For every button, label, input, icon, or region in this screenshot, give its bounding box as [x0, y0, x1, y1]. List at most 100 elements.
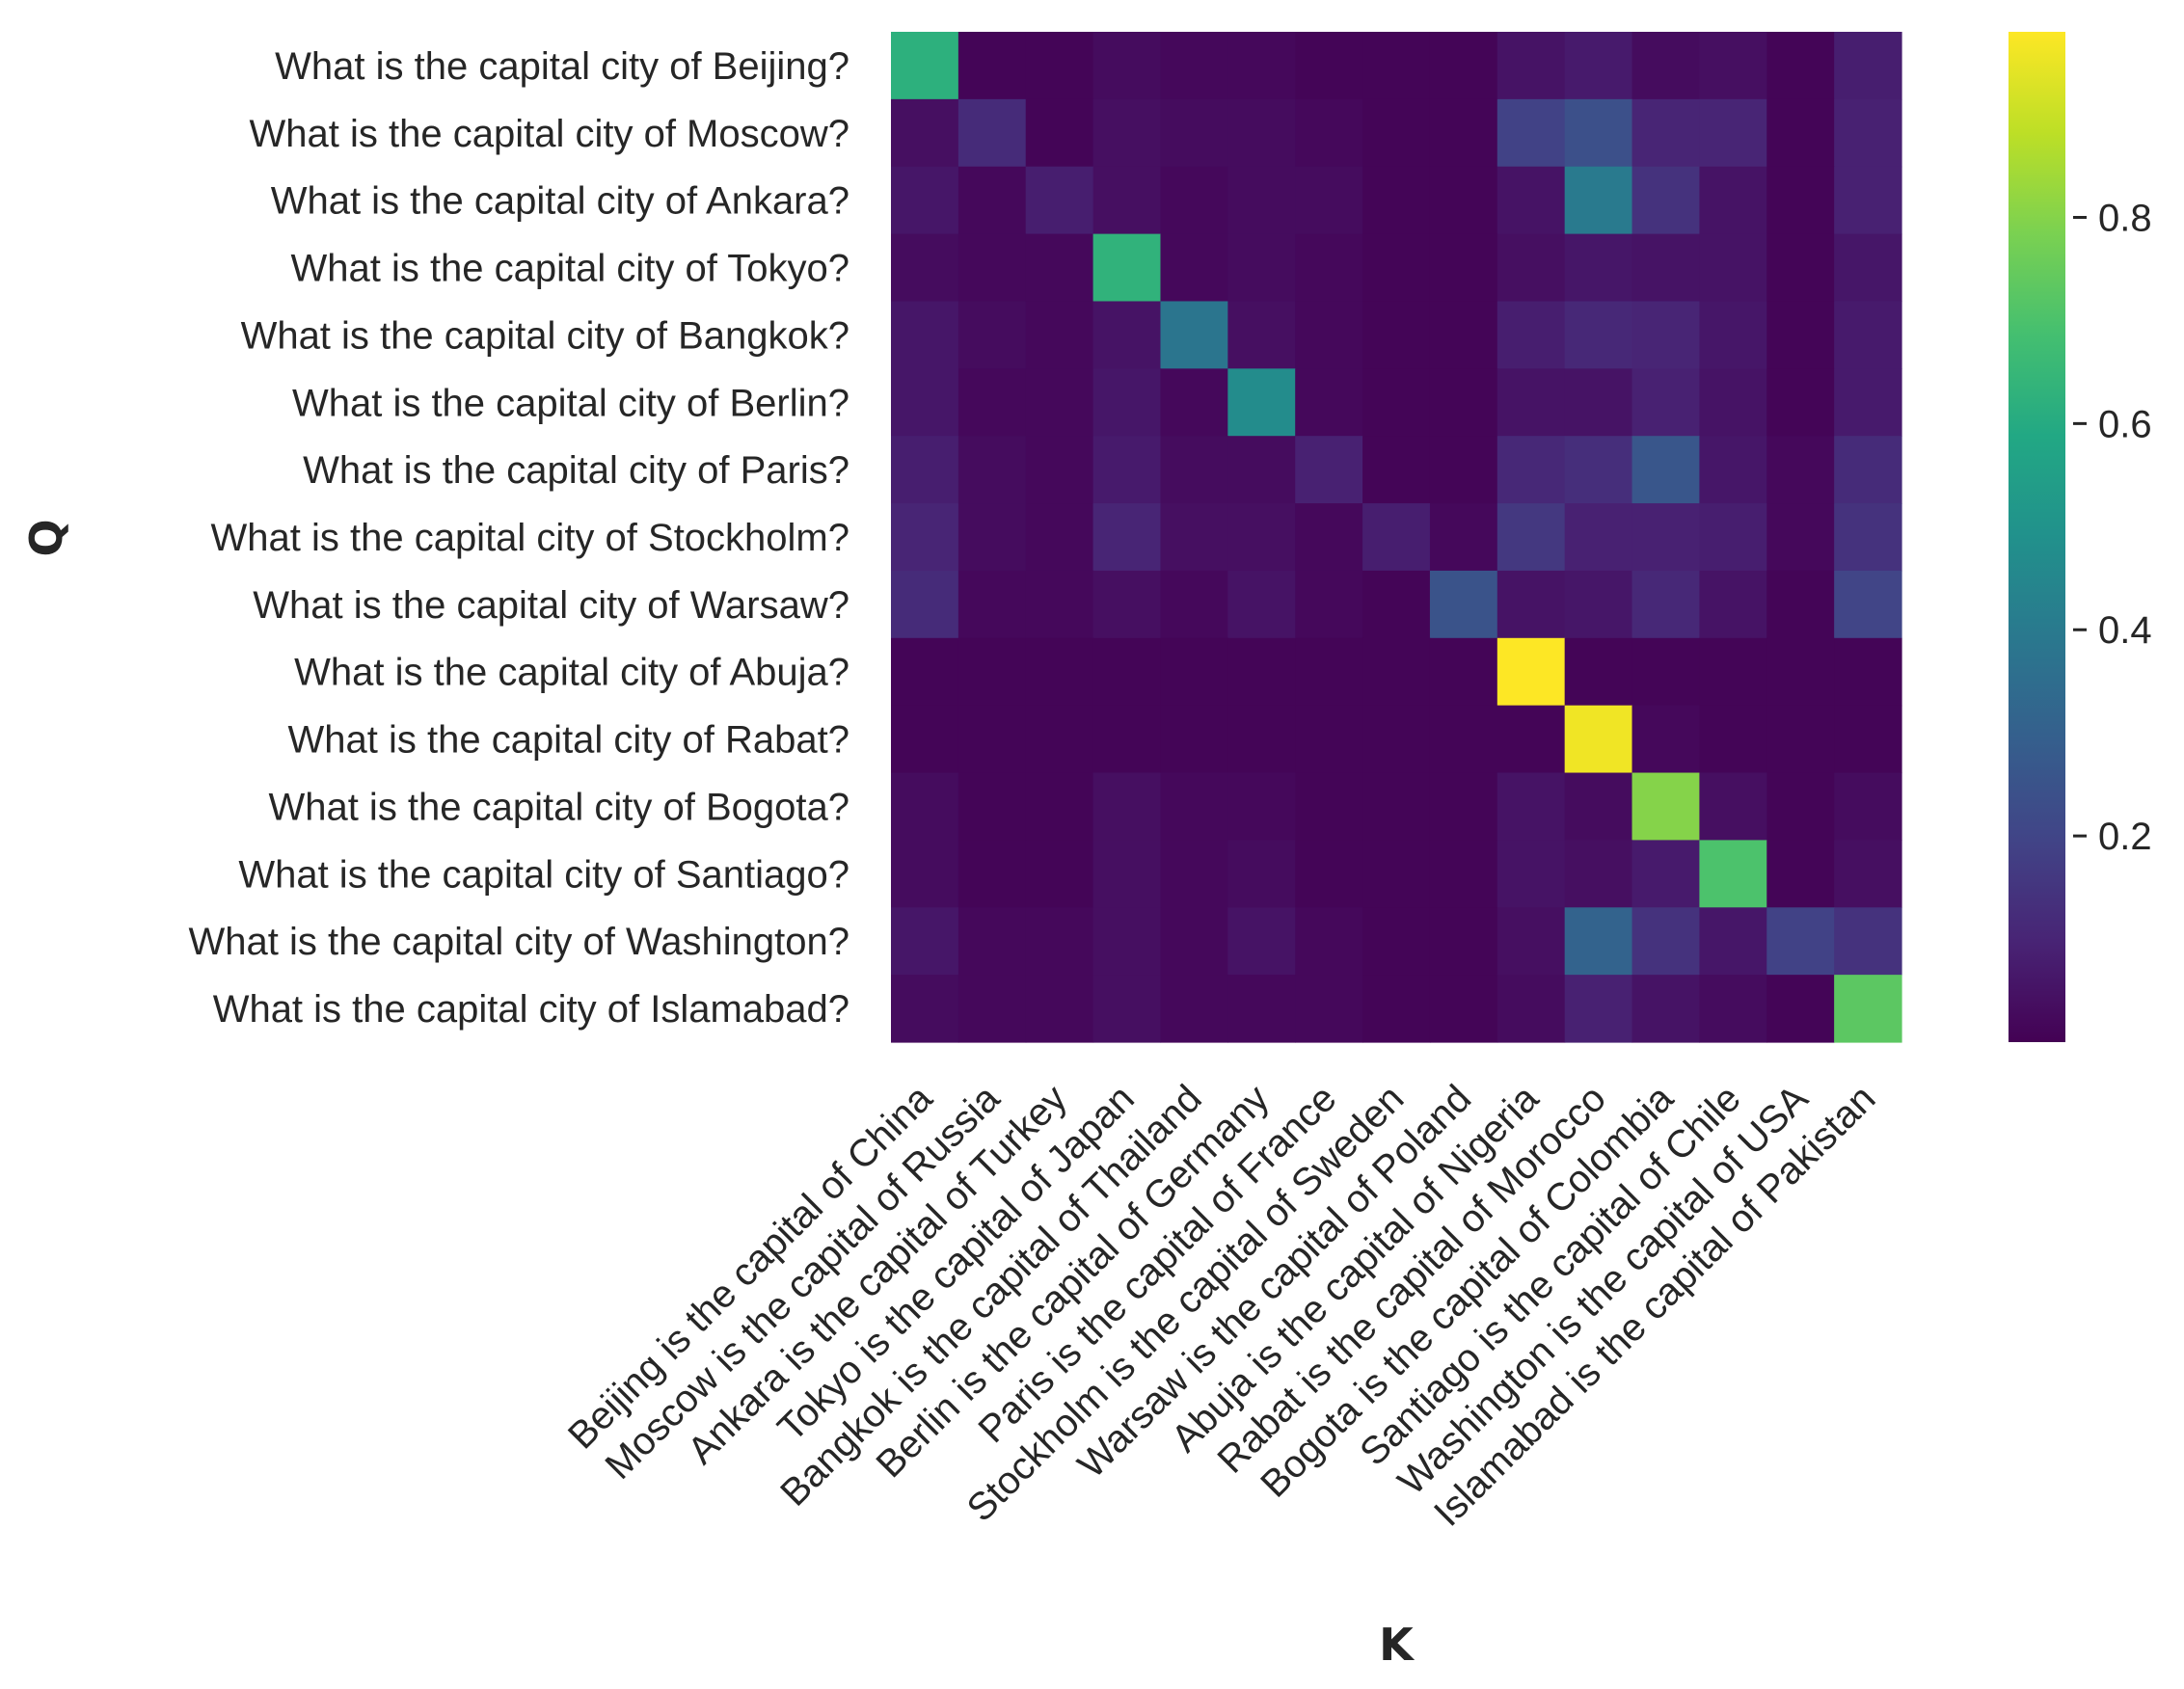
x-axis-label: K [1379, 1619, 1416, 1671]
heatmap-cell [1699, 32, 1767, 100]
heatmap-cell [1766, 301, 1835, 369]
heatmap-cell [1295, 98, 1363, 168]
colorbar-ticks: 0.2 0.4 0.6 0.8 [2073, 197, 2152, 858]
heatmap-cell [1834, 907, 1902, 976]
heatmap-cell [1496, 907, 1566, 976]
heatmap-cell [1766, 705, 1835, 774]
heatmap-cell [1227, 975, 1296, 1043]
heatmap-cell [1025, 570, 1094, 639]
heatmap-cell [1631, 233, 1700, 303]
heatmap-cell [1496, 32, 1566, 100]
heatmap-cell [1699, 840, 1767, 908]
heatmap-cell [957, 907, 1027, 976]
heatmap-cell [1092, 32, 1162, 100]
heatmap-cell [1429, 637, 1498, 707]
heatmap-cell [1295, 436, 1363, 504]
heatmap-cell [1362, 436, 1431, 504]
heatmap-cell [1631, 840, 1700, 908]
heatmap-cell [1227, 570, 1296, 639]
heatmap-cell [891, 436, 959, 504]
heatmap-cell [1092, 772, 1162, 841]
heatmap-cell [1564, 975, 1633, 1043]
heatmap-cell [1295, 301, 1363, 369]
heatmap-cell [1227, 166, 1296, 235]
heatmap-cell [1295, 772, 1363, 841]
heatmap-cell [1766, 233, 1835, 303]
heatmap-cell [1092, 705, 1162, 774]
heatmap-cell [1362, 907, 1431, 976]
heatmap-cell [1631, 975, 1700, 1043]
heatmap-cell [957, 32, 1027, 100]
heatmap-cell [1227, 705, 1296, 774]
heatmap-cell [1834, 772, 1902, 841]
heatmap-cell [1699, 637, 1767, 707]
heatmap-cell [1227, 233, 1296, 303]
y-tick-label: What is the capital city of Ankara? [271, 180, 849, 223]
heatmap-cell [1025, 503, 1094, 572]
heatmap-cell [1362, 166, 1431, 235]
heatmap-cell [1834, 32, 1902, 100]
heatmap-cell [891, 32, 959, 100]
heatmap-cell [1227, 772, 1296, 841]
heatmap-cell [1092, 233, 1162, 303]
heatmap-cell [1699, 166, 1767, 235]
heatmap-cell [1295, 570, 1363, 639]
heatmap-cell [957, 975, 1027, 1043]
heatmap-cell [1295, 32, 1363, 100]
y-tick-label: What is the capital city of Washington? [188, 921, 849, 963]
heatmap-cell [891, 840, 959, 908]
heatmap-cell [1834, 840, 1902, 908]
heatmap-cell [1025, 166, 1094, 235]
heatmap-cell [1429, 233, 1498, 303]
heatmap-cell [1429, 570, 1498, 639]
heatmap-cell [1834, 503, 1902, 572]
heatmap-cell [957, 301, 1027, 369]
heatmap-cell [1699, 907, 1767, 976]
heatmap-cell [1496, 975, 1566, 1043]
heatmap-cell [891, 907, 959, 976]
heatmap-cell [1092, 436, 1162, 504]
heatmap-cell [1227, 637, 1296, 707]
heatmap-cell [1025, 637, 1094, 707]
heatmap-cell [1699, 975, 1767, 1043]
heatmap-cell [1160, 368, 1228, 437]
heatmap-cell [1699, 368, 1767, 437]
heatmap-cell [1429, 907, 1498, 976]
heatmap-cell [1362, 233, 1431, 303]
heatmap-cell [1496, 705, 1566, 774]
heatmap-cell [1564, 772, 1633, 841]
heatmap-cell [1429, 436, 1498, 504]
heatmap-cell [1092, 570, 1162, 639]
heatmap-cell [1227, 436, 1296, 504]
heatmap-cells [891, 32, 1902, 1043]
heatmap-cell [957, 166, 1027, 235]
heatmap-cell [1834, 166, 1902, 235]
heatmap-cell [1025, 975, 1094, 1043]
heatmap-cell [1496, 840, 1566, 908]
heatmap-cell [1295, 975, 1363, 1043]
heatmap-cell [1025, 233, 1094, 303]
heatmap-cell [1429, 301, 1498, 369]
y-axis-label: Q [20, 519, 72, 556]
heatmap-cell [1295, 637, 1363, 707]
heatmap-cell [1699, 301, 1767, 369]
heatmap-cell [1631, 503, 1700, 572]
heatmap-cell [1631, 772, 1700, 841]
heatmap-cell [1834, 637, 1902, 707]
heatmap-cell [1160, 503, 1228, 572]
heatmap-cell [891, 166, 959, 235]
heatmap-cell [1699, 233, 1767, 303]
heatmap-cell [891, 570, 959, 639]
heatmap-cell [1362, 32, 1431, 100]
heatmap-cell [1564, 233, 1633, 303]
heatmap-cell [1295, 503, 1363, 572]
heatmap-cell [1564, 637, 1633, 707]
heatmap-cell [1496, 503, 1566, 572]
heatmap-cell [1564, 503, 1633, 572]
heatmap-cell [1025, 840, 1094, 908]
heatmap-cell [1834, 570, 1902, 639]
heatmap-cell [1025, 301, 1094, 369]
heatmap-cell [1699, 772, 1767, 841]
